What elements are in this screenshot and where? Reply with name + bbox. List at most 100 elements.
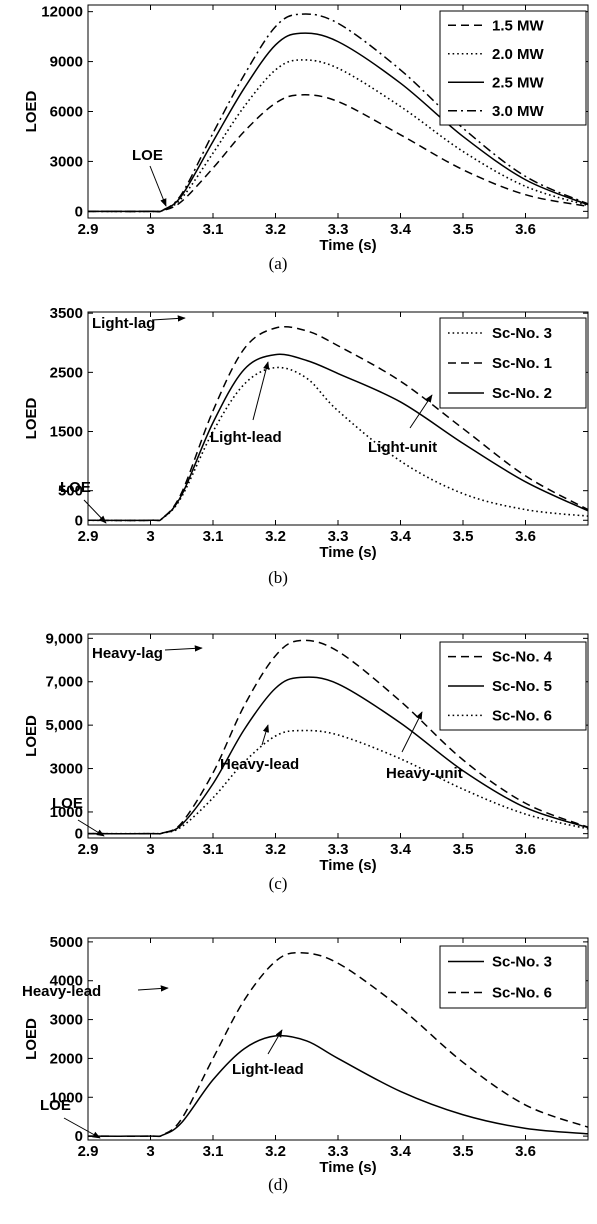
annotation-arrow [137, 985, 169, 992]
annotation-label: Heavy-lag [92, 645, 163, 662]
legend-label: Sc-No. 6 [492, 707, 552, 724]
x-tick-label: 3 [146, 528, 154, 545]
x-tick-label: 3 [146, 841, 154, 858]
legend-label: Sc-No. 5 [492, 678, 552, 695]
x-tick-label: 3.2 [265, 221, 286, 238]
y-tick-label: 1000 [50, 1089, 83, 1106]
y-tick-label: 3500 [50, 305, 83, 322]
x-tick-label: 3.3 [328, 1143, 349, 1160]
legend-label: Sc-No. 3 [492, 954, 552, 971]
x-axis-label: Time (s) [319, 1159, 376, 1176]
legend: Sc-No. 3 Sc-No. 6 [439, 945, 587, 1009]
legend-label: 1.5 MW [492, 17, 545, 34]
annotation-arrow [252, 361, 270, 421]
annotation-label: LOE [52, 795, 83, 812]
chart-panel-d: 2.9 3 3.1 3.2 3.3 3.4 3.5 3.6 0 1000 2000 3000 4000 5… [22, 934, 589, 1194]
x-tick-label: 2.9 [78, 528, 99, 545]
x-tick-label: 3.6 [515, 1143, 536, 1160]
y-axis-label: LOED [23, 91, 40, 133]
y-tick-label: 1000 [50, 804, 83, 821]
annotation-label: Heavy-lead [220, 756, 299, 773]
x-tick-label: 2.9 [78, 1143, 99, 1160]
annotation-label: Light-lag [92, 315, 155, 332]
annotation-arrow [261, 724, 269, 746]
legend-box [439, 10, 587, 126]
legend-label: Sc-No. 2 [492, 385, 552, 402]
y-tick-label: 5,000 [45, 717, 83, 734]
legend-label: Sc-No. 3 [492, 325, 552, 342]
legend-label: Sc-No. 6 [492, 985, 552, 1002]
annotation-label: Heavy-lead [22, 983, 101, 1000]
legend: 1.5 MW 2.0 MW 2.5 MW 3.0 MW [439, 10, 587, 126]
x-tick-label: 3.3 [328, 841, 349, 858]
y-tick-label: 0 [75, 203, 83, 220]
x-tick-label: 3.5 [453, 528, 474, 545]
legend-label: Sc-No. 1 [492, 355, 552, 372]
x-tick-label: 3.1 [203, 528, 224, 545]
series-line-2 [88, 353, 588, 522]
y-tick-label: 3000 [50, 1012, 83, 1029]
annotation-label: LOE [40, 1097, 71, 1114]
annotation-label: Heavy-unit [386, 765, 463, 782]
y-tick-label: 2000 [50, 1050, 83, 1067]
x-tick-label: 3.2 [265, 528, 286, 545]
x-tick-label: 3.5 [453, 841, 474, 858]
annotation-arrow [267, 1029, 283, 1055]
series-line-0 [88, 639, 588, 835]
x-tick-label: 3.6 [515, 528, 536, 545]
annotation-arrow [149, 165, 167, 207]
y-tick-label: 7,000 [45, 674, 83, 691]
annotation-arrow [151, 315, 186, 322]
panel-caption: (a) [269, 254, 288, 273]
legend-label: 2.5 MW [492, 74, 545, 91]
x-tick-label: 3 [146, 1143, 154, 1160]
annotation-label: Light-lead [232, 1061, 304, 1078]
x-tick-label: 3.5 [453, 221, 474, 238]
x-tick-label: 3.4 [390, 1143, 412, 1160]
y-tick-label: 0 [75, 826, 83, 843]
y-tick-label: 3000 [50, 153, 83, 170]
x-axis-label: Time (s) [319, 857, 376, 874]
y-tick-label: 6000 [50, 104, 83, 121]
panel-caption: (d) [268, 1175, 288, 1194]
y-tick-label: 9,000 [45, 630, 83, 647]
x-tick-label: 3.1 [203, 221, 224, 238]
annotation-arrow [83, 499, 107, 524]
y-tick-label: 1500 [50, 424, 83, 441]
chart-panel-b: 2.9 3 3.1 3.2 3.3 3.4 3.5 3.6 0 500 1500 2500 3500 Ti… [23, 305, 589, 587]
legend: Sc-No. 4 Sc-No. 5 Sc-No. 6 [439, 641, 587, 731]
x-tick-label: 2.9 [78, 221, 99, 238]
series-line-0 [88, 1034, 588, 1138]
x-tick-label: 3.5 [453, 1143, 474, 1160]
annotation-arrow [164, 645, 203, 652]
legend-label: Sc-No. 4 [492, 649, 553, 666]
annotation-label: Light-lead [210, 429, 282, 446]
x-tick-label: 3.4 [390, 528, 412, 545]
y-axis-label: LOED [23, 715, 40, 757]
legend-box [439, 945, 587, 1009]
legend-label: 2.0 MW [492, 46, 545, 63]
x-tick-label: 3.2 [265, 1143, 286, 1160]
chart-panel-a: 2.9 3 3.1 3.2 3.3 3.4 3.5 3.6 0 3000 6000 9000 12000… [23, 4, 589, 273]
x-tick-label: 3.4 [390, 221, 412, 238]
x-tick-label: 3.6 [515, 841, 536, 858]
y-tick-label: 3000 [50, 761, 83, 778]
y-axis-label: LOED [23, 1018, 40, 1060]
x-axis-label: Time (s) [319, 544, 376, 561]
x-tick-label: 3 [146, 221, 154, 238]
x-tick-label: 3.1 [203, 841, 224, 858]
y-tick-label: 12000 [41, 4, 83, 21]
annotation-label: LOE [132, 147, 163, 164]
x-tick-label: 3.4 [390, 841, 412, 858]
x-tick-label: 3.6 [515, 221, 536, 238]
y-tick-label: 500 [58, 483, 83, 500]
annotation-arrow [77, 819, 105, 837]
series-line-2 [88, 32, 588, 213]
series-line-1 [88, 951, 588, 1138]
legend: Sc-No. 3 Sc-No. 1 Sc-No. 2 [439, 317, 587, 409]
x-axis-label: Time (s) [319, 237, 376, 254]
x-tick-label: 3.3 [328, 221, 349, 238]
annotation-arrow [401, 711, 423, 753]
y-tick-label: 5000 [50, 934, 83, 951]
